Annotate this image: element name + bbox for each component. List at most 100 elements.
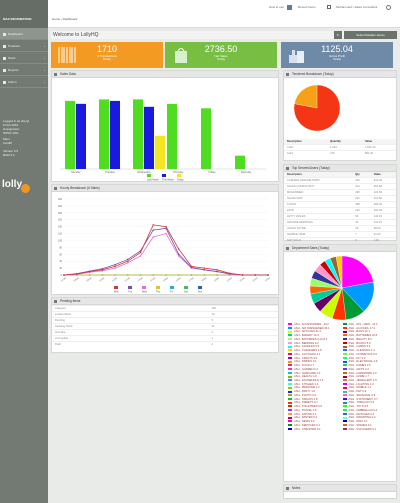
- table-cell: 432: [352, 177, 371, 184]
- legend-swatch: [288, 427, 292, 430]
- legend-swatch: [342, 401, 347, 404]
- table-row[interactable]: Awaiting Stock 11: [52, 323, 278, 330]
- sidebar-item-dashboard[interactable]: Dashboard: [0, 28, 48, 40]
- legend-label: Fri: [170, 291, 173, 294]
- legend-item: ASH - BATTERIES (LG) 8.2: [288, 338, 338, 341]
- legend-item: ASH - HOUSEHOLD 1.6: [288, 379, 338, 382]
- department-legend: ASH - ACCESSORIES - 34.2 ASH - 90's - NEW…: [288, 323, 392, 431]
- legend-item: ASH - BAGS 12.1: [342, 330, 393, 334]
- legend-swatch: [288, 401, 292, 404]
- table-row[interactable]: JASON KAYNE 18 98.00: [284, 225, 396, 232]
- table-cell: 160.45: [370, 207, 396, 214]
- sidebar-item-admin[interactable]: Admin ›: [0, 76, 48, 88]
- table-row[interactable]: Overdue 2: [52, 329, 278, 336]
- legend-label: ASH - DIY 3.3: [348, 356, 366, 360]
- breadcrumb[interactable]: Home › Dashboard: [52, 17, 78, 21]
- data-point: [216, 270, 218, 273]
- table-cell: 5: [208, 317, 278, 324]
- data-point: [203, 267, 206, 269]
- legend-label: Thu: [156, 291, 161, 294]
- products-icon: [3, 44, 6, 48]
- table-row[interactable]: Lowest Stock 10: [52, 311, 278, 318]
- store-selector[interactable]: Select Retailer stores: [344, 31, 397, 39]
- data-point: [254, 274, 257, 276]
- pie-slice-cash: [293, 84, 341, 132]
- recent-items[interactable]: Recent Items: [298, 5, 316, 9]
- shopping-bag-icon: [175, 48, 187, 63]
- table-cell: 491.80: [370, 183, 396, 190]
- legend-item: ASH - BEDDING 6.2: [288, 342, 338, 345]
- help-link[interactable]: How to use: [269, 5, 285, 9]
- legend-item: ASH - TOBACCO 0.6: [342, 401, 393, 405]
- table-cell: 422.60: [370, 189, 396, 196]
- legend-item: ASH - CANDLES 5.5: [288, 345, 338, 348]
- legend-label: ASH - MEDICINE 1.2: [294, 386, 320, 390]
- legend-item: ASH - HAIRCARE 2.0: [288, 372, 338, 375]
- legend-swatch: [288, 349, 292, 352]
- table-row[interactable]: SALES CONSULTANT 314 491.80: [284, 183, 396, 190]
- data-point: [228, 272, 231, 275]
- table-cell: 2: [208, 329, 278, 336]
- x-tick-label: 11:00: [112, 277, 118, 282]
- settings-icon[interactable]: [386, 5, 391, 10]
- legend-swatch: [342, 338, 347, 341]
- data-point: [126, 274, 129, 276]
- table-row[interactable]: SALES GMX 201 311.90: [284, 195, 396, 202]
- table-cell: Awaiting Stock: [52, 323, 209, 330]
- legend-item: ASH - WATCHES 0.3: [342, 413, 393, 416]
- x-tick-label: 21:00: [240, 277, 246, 282]
- sidebar-item-products[interactable]: Products ›: [0, 40, 48, 52]
- table-cell: SAMPLE ITEM: [284, 231, 353, 238]
- table-row[interactable]: SAMPLE ITEM 7 61.00: [284, 231, 396, 238]
- refresh-button[interactable]: ↻: [334, 31, 342, 39]
- legend-label: ASH - SEASONAL 0.8: [348, 393, 376, 397]
- brand[interactable]: MAX INFORMATION: [0, 0, 48, 28]
- table-cell: 96: [352, 213, 371, 220]
- table-row[interactable]: Pending 5: [52, 317, 278, 324]
- table-row[interactable]: CASHIER GRANGETOWN 432 612.30: [284, 177, 396, 184]
- table-row[interactable]: Cash 1,234 1,842.10: [284, 144, 396, 151]
- grid-icon[interactable]: [287, 5, 292, 10]
- legend-label: ASH - BATTERIES (LG) 8.2: [294, 337, 328, 341]
- legend-label: ASH - VOUCHERS 0.1: [348, 427, 377, 431]
- data-point: [114, 265, 116, 268]
- table-cell: 1,842.10: [361, 144, 396, 151]
- x-tick-label: 16:00: [176, 277, 182, 282]
- table-cell: 10: [208, 311, 278, 318]
- tendered-pie-chart: [293, 84, 341, 132]
- legend-item: ASH - BAKERY 10.3: [288, 334, 338, 337]
- legend-item: ASH - PHOTO 0.9: [288, 394, 338, 397]
- sidebar: Dashboard Products › Stock › Reports › Admi…: [0, 28, 48, 503]
- legend-label: ASH - MOBILE 1.1: [348, 386, 372, 390]
- legend-swatch: [162, 174, 166, 177]
- table-row[interactable]: LETTY WALES 96 142.10: [284, 213, 396, 220]
- table-row[interactable]: ZAYD 120 160.45: [284, 207, 396, 214]
- legend-label: ASH - TOBACCO 0.6: [348, 401, 375, 405]
- legend-swatch: [288, 420, 292, 423]
- session-info: Logged in as sheryl 6 Feb 2019 Grangetown N…: [3, 119, 30, 135]
- legend-item: ASH - STATIONERY 0.7: [342, 398, 393, 401]
- table-row[interactable]: Category 125: [52, 305, 278, 312]
- sidebar-item-reports[interactable]: Reports ›: [0, 64, 48, 76]
- table-row[interactable]: LEISURE SERVICES 44 120.15: [284, 219, 396, 226]
- x-tick-label: 20:00: [227, 277, 233, 282]
- table-cell: 120.15: [370, 219, 396, 226]
- table-row[interactable]: TUFAN 188 280.20: [284, 201, 396, 208]
- legend-label: ASH - UNKNOWN 0.1: [294, 427, 321, 431]
- table-row[interactable]: Draft 2: [52, 341, 278, 347]
- table-row[interactable]: MOHAMMED 290 422.60: [284, 189, 396, 196]
- legend-label: ASH - BAGS 12.1: [348, 330, 370, 334]
- account-menu[interactable]: Mohammed • Sales Consultant: [336, 5, 378, 9]
- legend-label: ASH - CHARGERS 4.8: [294, 349, 322, 353]
- table-cell: 1,234: [326, 144, 362, 151]
- hourly-chart-panel: Hourly Breakdown (# Sales) 0 20 40 60 80 100 1…: [51, 184, 279, 295]
- table-row[interactable]: Incomplete 1: [52, 335, 278, 342]
- table-cell: 476: [326, 150, 362, 156]
- x-tick-label: Thursday: [173, 170, 185, 174]
- legend-label: ASH - VAPING 0.4: [294, 412, 317, 416]
- table-row[interactable]: NOT SOLD 0 0.00: [284, 237, 396, 243]
- sidebar-item-stock[interactable]: Stock ›: [0, 52, 48, 64]
- legend-label: ASH - CARDS 5.0: [348, 345, 371, 349]
- table-row[interactable]: Card 476 894.40: [284, 150, 396, 156]
- legend-swatch: [142, 286, 146, 289]
